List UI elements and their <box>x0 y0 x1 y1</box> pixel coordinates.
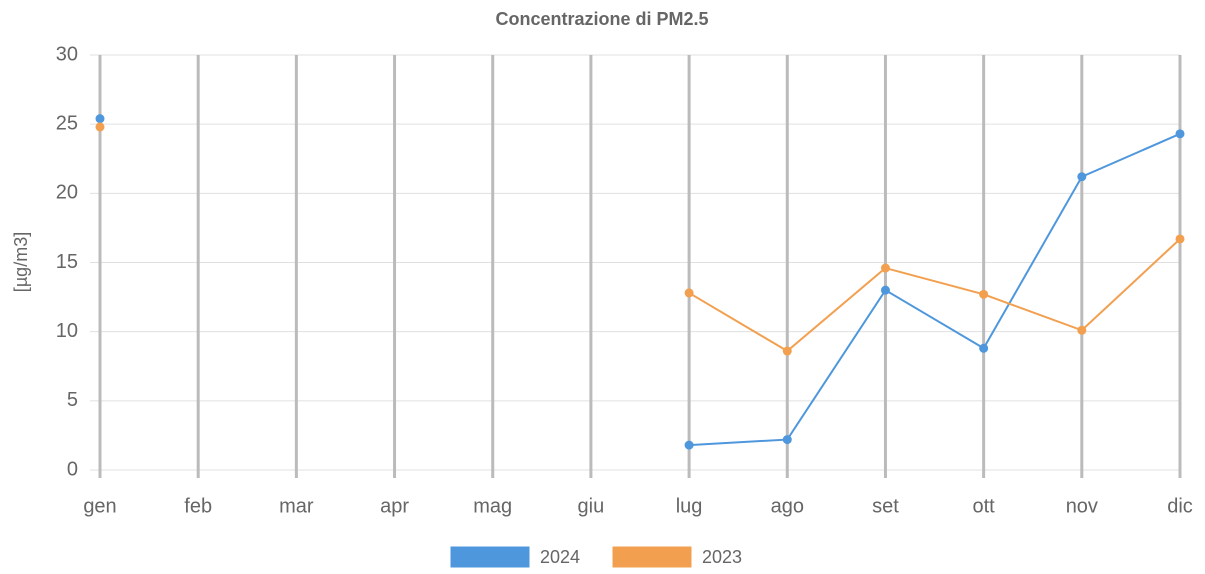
y-axis-label: [µg/m3] <box>11 232 31 292</box>
data-point <box>1175 129 1185 139</box>
data-point <box>979 289 989 299</box>
chart-title: Concentrazione di PM2.5 <box>495 9 708 29</box>
series-line <box>688 238 1181 353</box>
legend-swatch <box>611 545 693 569</box>
legend-swatch <box>449 545 531 569</box>
y-tick-label: 0 <box>67 458 78 480</box>
data-point <box>880 285 890 295</box>
x-tick-label: lug <box>676 495 703 517</box>
data-point <box>979 343 989 353</box>
x-tick-label: mag <box>473 495 512 517</box>
series-line <box>689 132 1181 447</box>
data-point <box>684 288 694 298</box>
x-tick-label: ago <box>771 495 804 517</box>
x-tick-label: ott <box>973 495 996 517</box>
data-point <box>782 346 792 356</box>
legend-label: 2024 <box>540 547 580 567</box>
data-point <box>684 440 694 450</box>
legend-label: 2023 <box>702 547 742 567</box>
data-point <box>782 435 792 445</box>
data-point <box>95 114 105 124</box>
y-tick-label: 25 <box>56 112 78 134</box>
y-tick-label: 20 <box>56 182 78 204</box>
data-point <box>1077 172 1087 182</box>
x-tick-label: dic <box>1167 495 1193 517</box>
data-point <box>1175 234 1185 244</box>
data-point <box>1077 325 1087 335</box>
x-tick-label: gen <box>83 495 116 517</box>
data-point <box>95 122 105 132</box>
x-tick-label: mar <box>279 495 314 517</box>
x-tick-label: set <box>872 495 899 517</box>
y-tick-label: 15 <box>56 251 78 273</box>
data-point <box>880 263 890 273</box>
x-tick-label: feb <box>184 495 212 517</box>
x-tick-label: nov <box>1066 495 1098 517</box>
y-tick-label: 5 <box>67 389 78 411</box>
y-tick-label: 30 <box>56 43 78 65</box>
y-tick-label: 10 <box>56 320 78 342</box>
x-tick-label: apr <box>380 495 409 517</box>
x-tick-label: giu <box>578 495 605 517</box>
